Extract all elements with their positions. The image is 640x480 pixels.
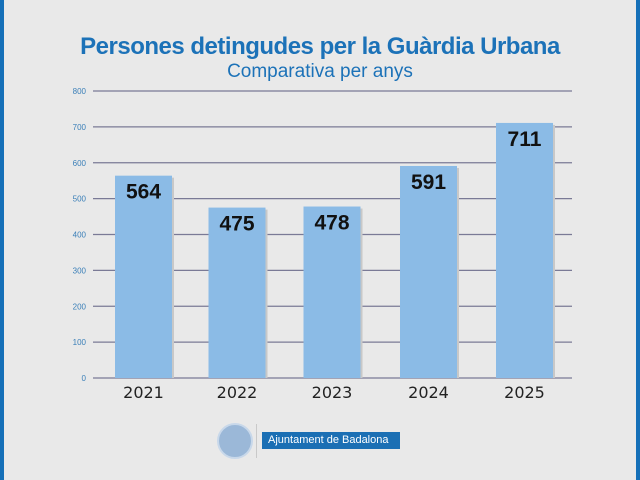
data-label: 478 <box>314 212 349 235</box>
left-border <box>0 0 4 480</box>
chart-subtitle: Comparativa per anys <box>227 61 413 82</box>
city-seal-logo <box>217 423 253 459</box>
y-tick-label: 0 <box>82 374 87 383</box>
x-tick-label: 2022 <box>217 383 258 402</box>
bar <box>303 206 361 378</box>
x-tick-label: 2025 <box>504 383 545 402</box>
y-tick-label: 200 <box>73 302 87 311</box>
y-tick-label: 400 <box>73 231 87 240</box>
bar <box>496 122 553 379</box>
y-tick-label: 700 <box>73 123 87 132</box>
y-tick-label: 600 <box>73 159 87 168</box>
logo-text: Ajuntament de Badalona <box>262 432 400 449</box>
bar <box>400 165 457 378</box>
y-tick-label: 300 <box>73 266 87 275</box>
y-tick-label: 500 <box>73 195 87 204</box>
y-tick-label: 800 <box>73 87 87 96</box>
data-label: 475 <box>219 213 254 236</box>
chart-title: Persones detingudes per la Guàrdia Urban… <box>80 33 560 60</box>
bar <box>115 175 172 378</box>
logo-divider <box>256 424 257 458</box>
x-tick-label: 2021 <box>123 383 164 402</box>
data-label: 564 <box>126 181 161 204</box>
right-border <box>636 0 640 480</box>
x-tick-label: 2023 <box>312 383 353 402</box>
bar <box>208 207 266 378</box>
data-label: 591 <box>411 171 446 194</box>
x-tick-label: 2024 <box>408 383 449 402</box>
y-tick-label: 100 <box>73 338 87 347</box>
data-label: 711 <box>508 128 542 151</box>
